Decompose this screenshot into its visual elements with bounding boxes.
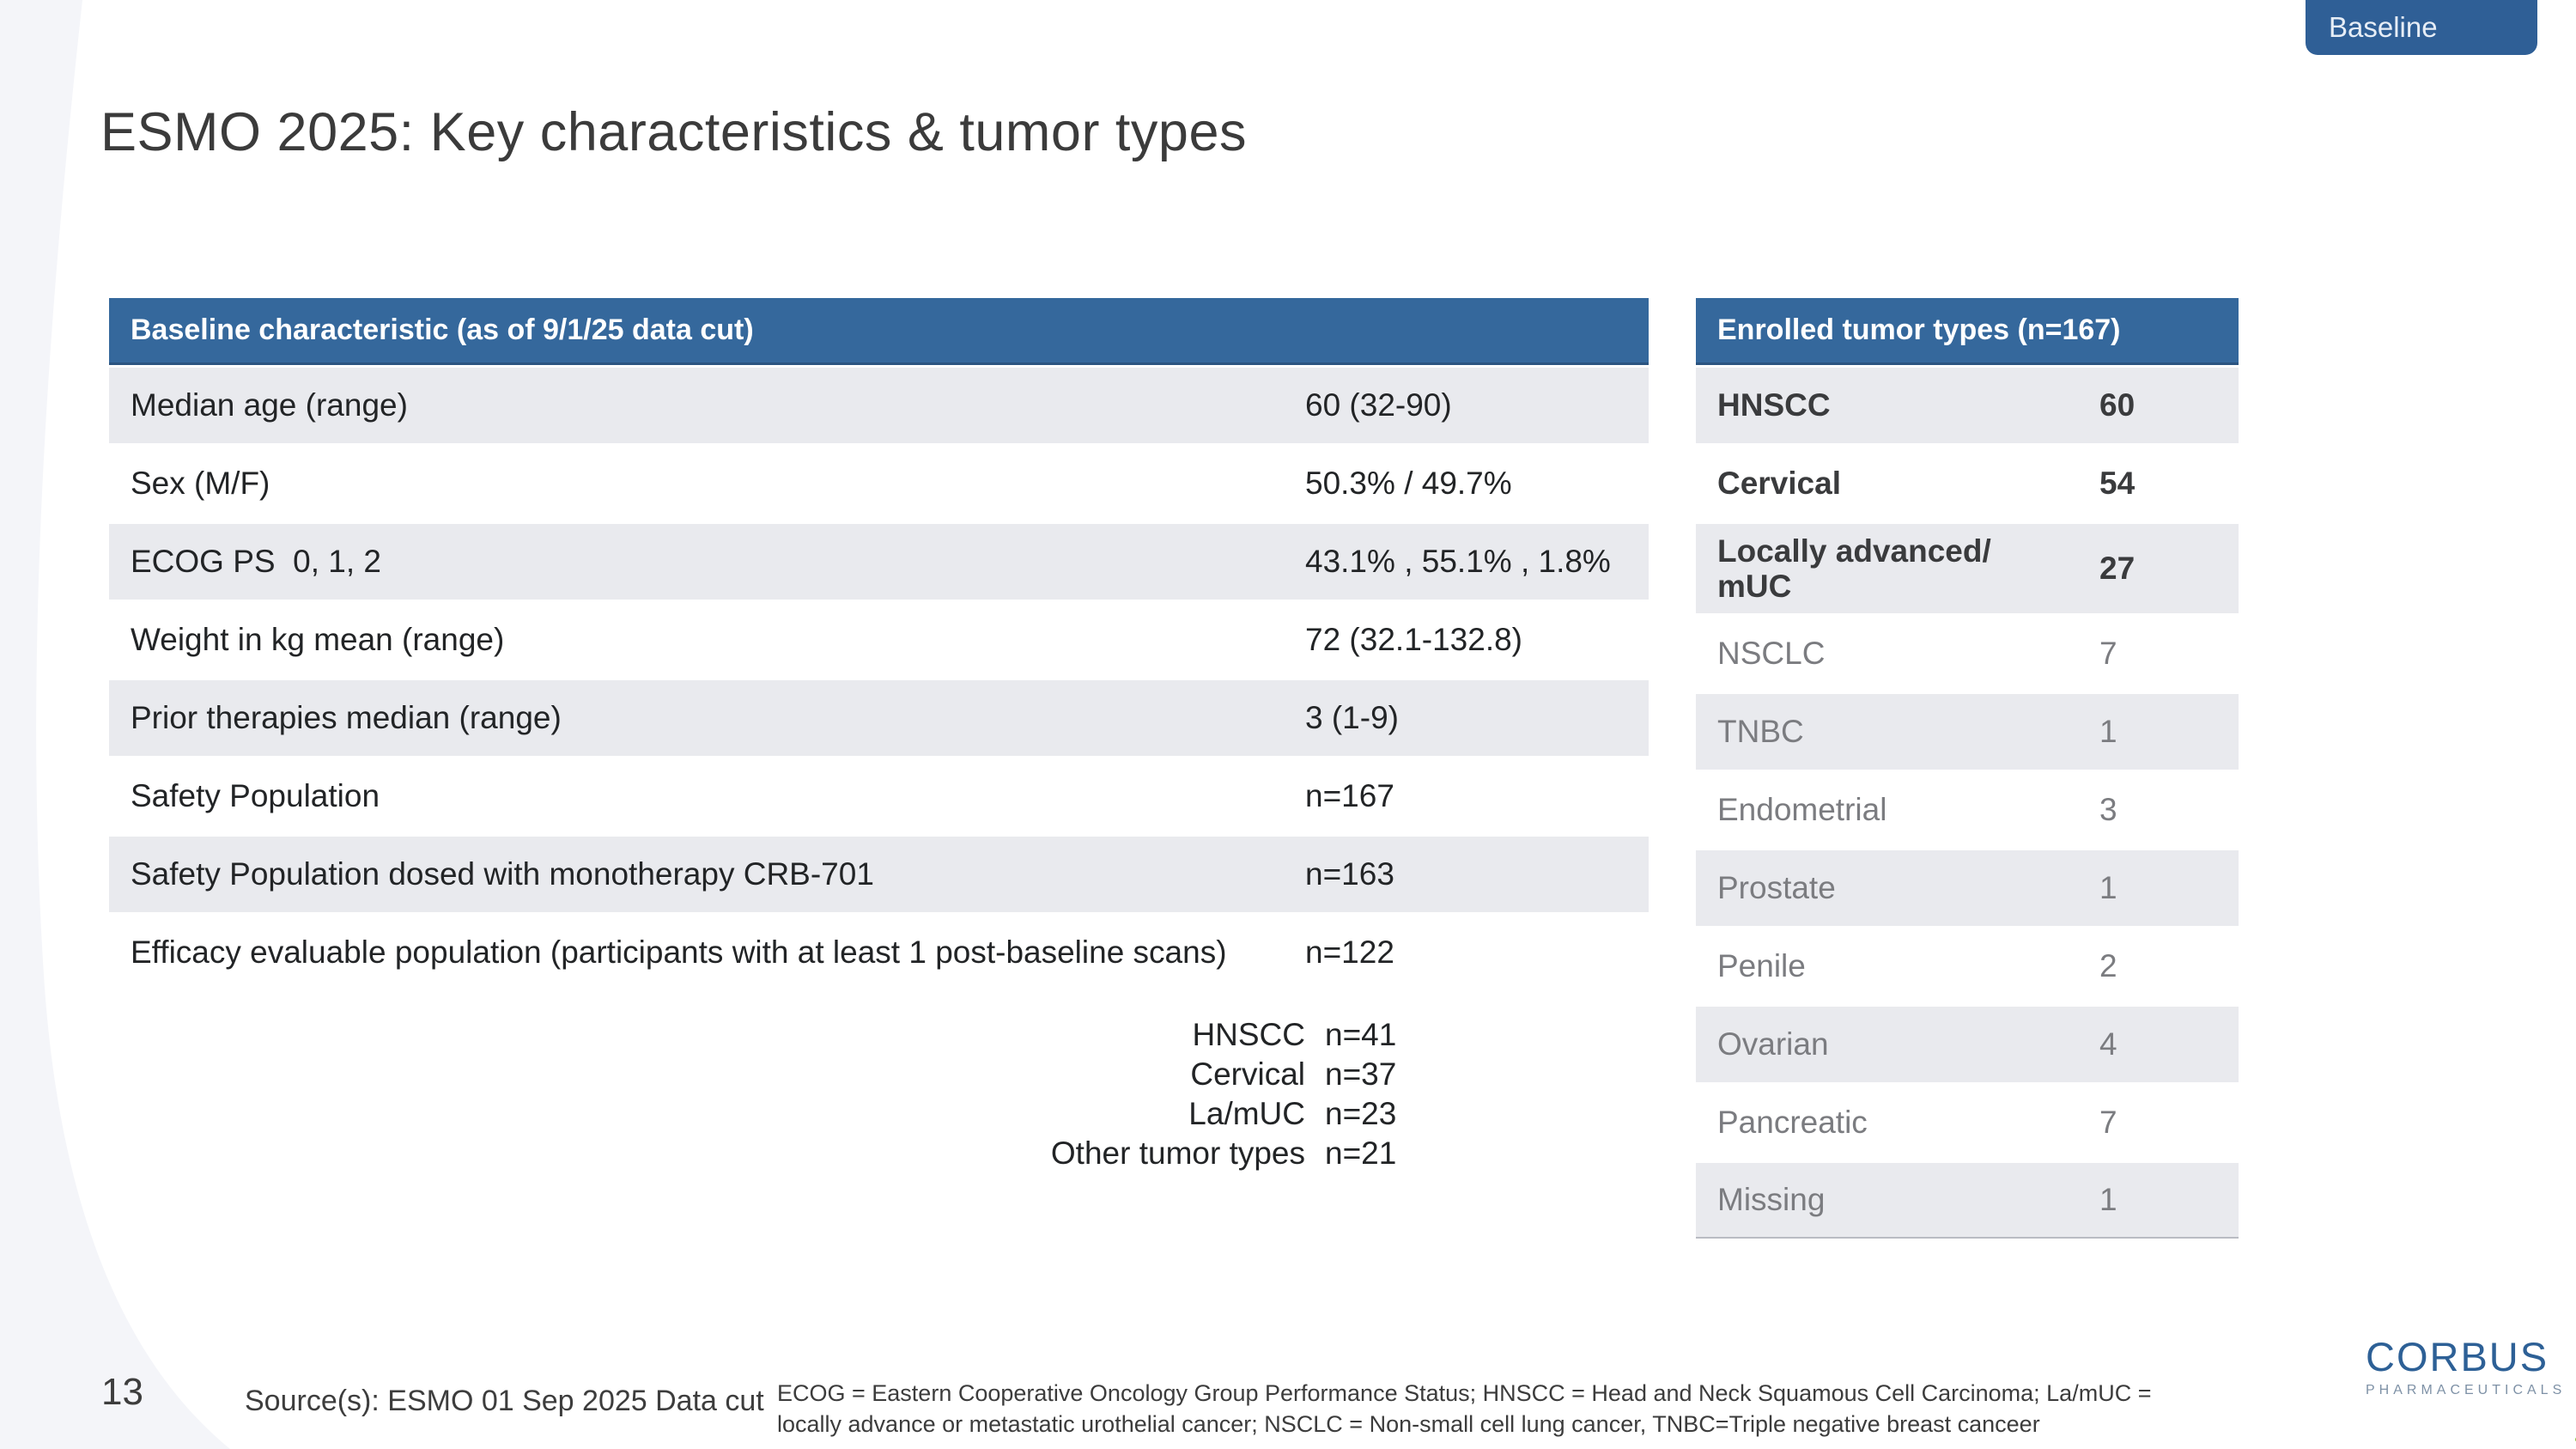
table-row: Missing 1 — [1696, 1163, 2239, 1239]
row-value: 50.3% / 49.7% — [1305, 466, 1512, 501]
row-label: Locally advanced/ mUC — [1717, 533, 1991, 604]
table-row: Pancreatic 7 — [1696, 1085, 2239, 1160]
baseline-tab-label: Baseline — [2329, 11, 2438, 43]
table-row: Ovarian 4 — [1696, 1007, 2239, 1082]
row-label: Endometrial — [1717, 792, 1887, 828]
table-row: Median age (range) 60 (32-90) — [109, 368, 1649, 443]
row-label: Penile — [1717, 948, 1806, 984]
table-row: Efficacy evaluable population (participa… — [109, 915, 1649, 990]
table-row: Sex (M/F) 50.3% / 49.7% — [109, 446, 1649, 521]
row-label: Ovarian — [1717, 1026, 1829, 1062]
row-label: La/mUC — [1188, 1096, 1305, 1131]
row-value: n=23 — [1325, 1096, 1397, 1131]
row-value: 27 — [2099, 551, 2136, 586]
corbus-logo: CORBUS PHARMACEUTICALS — [2366, 1333, 2576, 1441]
row-label: Missing — [1717, 1182, 1826, 1218]
table-row: Prostate 1 — [1696, 850, 2239, 926]
table-row: TNBC 1 — [1696, 694, 2239, 770]
row-label: Cervical — [1190, 1056, 1305, 1092]
page-number: 13 — [101, 1371, 143, 1413]
row-value: 60 — [2099, 387, 2136, 423]
enrolled-table-header: Enrolled tumor types (n=167) — [1696, 298, 2239, 365]
row-label: Prior therapies median (range) — [131, 700, 562, 735]
table-row: Safety Population n=167 — [109, 758, 1649, 834]
row-value: 1 — [2099, 1182, 2117, 1217]
row-label: HNSCC — [1717, 387, 1831, 423]
row-value: 54 — [2099, 466, 2136, 501]
row-value: n=21 — [1325, 1135, 1397, 1171]
row-value: n=41 — [1325, 1017, 1397, 1052]
table-row: HNSCC 60 — [1696, 368, 2239, 443]
table-row: Weight in kg mean (range) 72 (32.1-132.8… — [109, 602, 1649, 678]
row-value: 43.1% , 55.1% , 1.8% — [1305, 544, 1611, 579]
table-row: Cervical n=37 — [109, 1055, 1649, 1094]
row-value: 3 — [2099, 792, 2117, 827]
table-row: Other tumor types n=21 — [109, 1134, 1649, 1173]
row-label: Efficacy evaluable population (participa… — [131, 935, 1227, 970]
table-row: HNSCC n=41 — [109, 1015, 1649, 1055]
row-label: Median age (range) — [131, 387, 408, 423]
row-value: 7 — [2099, 636, 2117, 671]
row-label: NSCLC — [1717, 636, 1826, 672]
table-row: La/mUC n=23 — [109, 1094, 1649, 1134]
table-row: Endometrial 3 — [1696, 772, 2239, 848]
page-title: ESMO 2025: Key characteristics & tumor t… — [100, 102, 1248, 162]
row-label: Safety Population dosed with monotherapy… — [131, 856, 874, 892]
baseline-tab-badge: Baseline — [2306, 0, 2537, 55]
table-row: Prior therapies median (range) 3 (1-9) — [109, 680, 1649, 756]
corbus-logo-wordmark: CORBUS PHARMACEUTICALS — [2366, 1333, 2566, 1398]
row-value: 7 — [2099, 1105, 2117, 1140]
table-row: Cervical 54 — [1696, 446, 2239, 521]
row-value: 4 — [2099, 1026, 2117, 1062]
row-value: n=122 — [1305, 935, 1394, 970]
enrolled-table-header-label: Enrolled tumor types (n=167) — [1717, 314, 2121, 346]
corbus-logo-name: CORBUS — [2366, 1334, 2549, 1379]
row-label: Pancreatic — [1717, 1105, 1868, 1141]
row-value: 3 (1-9) — [1305, 700, 1399, 735]
table-row: Safety Population dosed with monotherapy… — [109, 837, 1649, 912]
row-label: Weight in kg mean (range) — [131, 622, 505, 657]
row-value: n=37 — [1325, 1056, 1397, 1092]
row-value: 72 (32.1-132.8) — [1305, 622, 1523, 657]
baseline-table-header: Baseline characteristic (as of 9/1/25 da… — [109, 298, 1649, 365]
row-value: 1 — [2099, 870, 2117, 905]
row-label: Safety Population — [131, 778, 380, 813]
enrolled-tumor-types-table: Enrolled tumor types (n=167) HNSCC 60 Ce… — [1696, 298, 2239, 1239]
row-value: n=167 — [1305, 778, 1394, 813]
row-label: ECOG PS 0, 1, 2 — [131, 544, 382, 579]
corbus-logo-subtitle: PHARMACEUTICALS — [2366, 1383, 2567, 1397]
row-label: HNSCC — [1192, 1017, 1305, 1052]
table-row: Penile 2 — [1696, 928, 2239, 1004]
row-value: n=163 — [1305, 856, 1394, 892]
row-value: 1 — [2099, 714, 2117, 749]
baseline-characteristics-table: Baseline characteristic (as of 9/1/25 da… — [109, 298, 1649, 1173]
row-value: 2 — [2099, 948, 2117, 983]
baseline-table-header-label: Baseline characteristic (as of 9/1/25 da… — [131, 314, 754, 346]
corbus-figure-icon — [2575, 1438, 2576, 1441]
row-label: Prostate — [1717, 870, 1836, 906]
row-label: Sex (M/F) — [131, 466, 270, 501]
row-label: Other tumor types — [1050, 1135, 1305, 1171]
table-row: NSCLC 7 — [1696, 616, 2239, 691]
row-label: Cervical — [1717, 466, 1841, 502]
footnote-abbreviations: ECOG = Eastern Cooperative Oncology Grou… — [777, 1380, 2152, 1438]
row-label: TNBC — [1717, 714, 1804, 750]
source-text: Source(s): ESMO 01 Sep 2025 Data cut — [245, 1385, 764, 1417]
table-row: ECOG PS 0, 1, 2 43.1% , 55.1% , 1.8% — [109, 524, 1649, 600]
efficacy-subgroup-rows: HNSCC n=41 Cervical n=37 La/mUC n=23 Oth… — [109, 1015, 1649, 1173]
row-value: 60 (32-90) — [1305, 387, 1452, 423]
table-row: Locally advanced/ mUC 27 — [1696, 524, 2239, 613]
